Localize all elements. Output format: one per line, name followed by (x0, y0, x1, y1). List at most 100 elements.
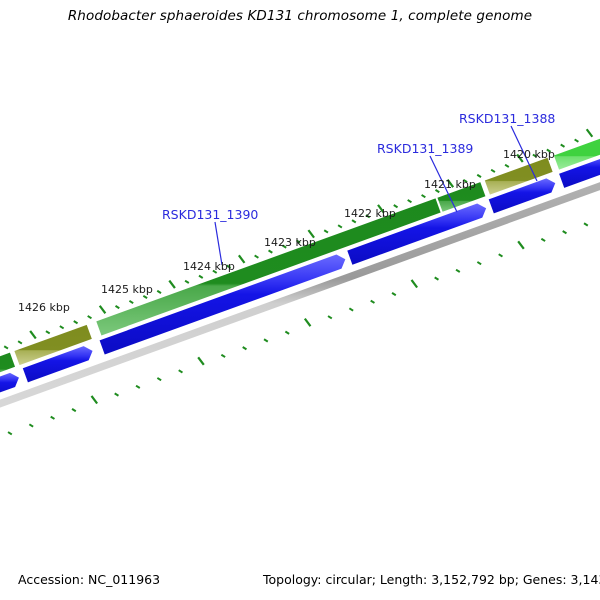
tick-minor (504, 163, 510, 168)
tick-minor (407, 199, 412, 204)
tick-minor (198, 274, 204, 279)
tick-minor (263, 338, 269, 343)
gene-label-leader-line (214, 221, 223, 266)
forward-strand-gene-track[interactable] (0, 133, 600, 379)
tick-minor (546, 148, 552, 153)
tick-minor (434, 189, 440, 194)
gene-label[interactable]: RSKD131_1388 (459, 111, 556, 126)
tick-minor (254, 254, 259, 259)
tick-major (90, 395, 99, 405)
tick-minor (220, 353, 226, 358)
tick-minor (17, 340, 23, 345)
gene-label-leader-lines (214, 125, 538, 266)
footer-accession: Accession: NC_011963 (18, 572, 161, 587)
gene-segment-reverse[interactable] (559, 154, 600, 188)
gene-segment-forward[interactable] (437, 182, 486, 212)
tick-minor (560, 143, 566, 148)
gene-label-leader-line (429, 155, 458, 213)
tick-major (410, 279, 419, 289)
upper-tick-row (3, 128, 594, 350)
tick-minor (45, 330, 51, 335)
map-layers (0, 125, 600, 436)
tick-minor (114, 305, 120, 310)
tick-minor (351, 219, 357, 224)
tick-minor (87, 315, 92, 320)
tick-minor (365, 214, 371, 219)
tick-minor (184, 279, 190, 284)
tick-major (98, 305, 107, 314)
gene-segment-reverse[interactable] (0, 372, 19, 398)
tick-major (516, 153, 524, 163)
tick-minor (73, 320, 79, 325)
tick-minor (226, 264, 232, 269)
gene-segment-forward[interactable] (14, 324, 92, 366)
tick-major (197, 356, 205, 366)
gene-segment-forward[interactable] (96, 198, 441, 336)
gene-segment-reverse[interactable] (347, 203, 487, 265)
tick-minor (178, 369, 183, 374)
tick-minor (532, 153, 538, 158)
gene-label[interactable]: RSKD131_1390 (162, 207, 259, 222)
gene-segment-reverse[interactable] (22, 346, 93, 383)
page-title: Rhodobacter sphaeroides KD131 chromosome… (67, 8, 533, 24)
tick-major (585, 128, 594, 138)
tick-minor (562, 230, 567, 235)
tick-major (29, 330, 37, 340)
tick-minor (71, 408, 77, 413)
gene-label[interactable]: RSKD131_1389 (377, 141, 474, 156)
tick-major (446, 179, 455, 188)
tick-minor (583, 222, 589, 227)
tick-minor (295, 239, 301, 244)
tick-minor (393, 204, 399, 209)
gene-segment-forward[interactable] (0, 352, 16, 380)
tick-minor (156, 377, 162, 382)
tick-minor (476, 173, 482, 178)
tick-minor (498, 253, 503, 258)
gene-label-leader-line (510, 125, 538, 182)
tick-minor (142, 294, 148, 300)
tick-minor (490, 168, 496, 173)
reverse-strand-gene-track[interactable] (0, 154, 600, 398)
tick-minor (421, 194, 426, 199)
coordinate-label: 1423 kbp (264, 236, 316, 249)
gene-segment-forward[interactable] (553, 133, 600, 170)
tick-minor (348, 307, 354, 312)
tick-minor (156, 289, 162, 294)
tick-minor (476, 261, 482, 266)
coordinate-label: 1420 kbp (503, 148, 555, 161)
tick-minor (370, 299, 375, 304)
coordinate-label: 1424 kbp (183, 260, 235, 273)
coordinate-label: 1422 kbp (344, 207, 396, 220)
coordinate-label: 1425 kbp (101, 283, 153, 296)
coordinate-label: 1421 kbp (424, 178, 476, 191)
tick-minor (242, 346, 247, 351)
genome-backbone-axis[interactable] (0, 167, 600, 415)
tick-minor (462, 178, 468, 184)
tick-minor (391, 292, 397, 297)
gene-segment-forward[interactable] (484, 157, 553, 195)
tick-minor (7, 431, 13, 436)
tick-minor (540, 237, 546, 242)
tick-minor (114, 392, 119, 397)
tick-minor (59, 325, 65, 330)
tick-minor (434, 276, 439, 281)
gene-segment-reverse[interactable] (99, 254, 346, 355)
tick-minor (574, 138, 579, 143)
tick-minor (128, 299, 134, 305)
tick-minor (281, 244, 287, 249)
tick-minor (3, 345, 9, 350)
tick-minor (135, 384, 141, 389)
tick-major (237, 254, 246, 264)
tick-major (517, 240, 525, 250)
tick-minor (323, 229, 329, 234)
tick-major (168, 279, 176, 289)
tick-minor (212, 269, 218, 274)
tick-minor (337, 224, 343, 229)
gene-segment-reverse[interactable] (488, 178, 556, 214)
tick-major (303, 317, 312, 327)
tick-minor (268, 249, 273, 254)
tick-minor (284, 330, 290, 335)
tick-major (307, 229, 315, 239)
